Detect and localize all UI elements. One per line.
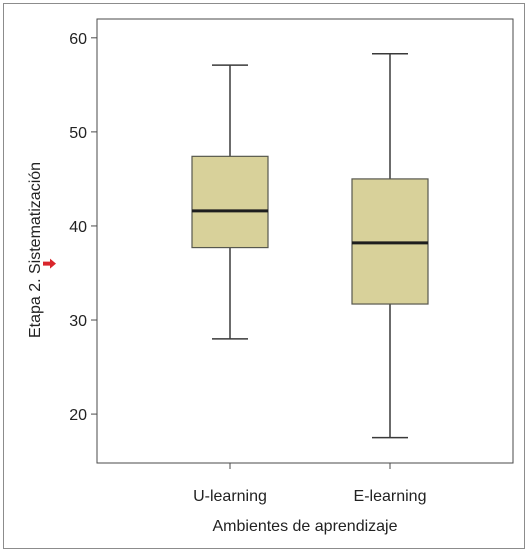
x-axis: U-learning E-learning — [193, 463, 426, 505]
y-tick-label: 40 — [69, 219, 87, 236]
y-tick-label: 30 — [69, 313, 87, 330]
iqr-box — [191, 155, 269, 249]
red-arrow-marker — [43, 258, 56, 269]
box-e-learning — [351, 53, 429, 439]
y-tick-label: 20 — [69, 407, 87, 424]
box-u-learning — [191, 64, 269, 340]
y-axis-title: Etapa 2. Sistematización — [27, 162, 44, 338]
annotations — [43, 258, 56, 269]
x-axis-title: Ambientes de aprendizaje — [212, 518, 397, 535]
x-tick-label: E-learning — [354, 488, 427, 505]
box-series — [191, 53, 429, 439]
plot-area — [96, 18, 514, 464]
y-axis: 20 30 40 50 60 — [69, 31, 97, 424]
y-tick-label: 60 — [69, 31, 87, 48]
y-tick-label: 50 — [69, 125, 87, 142]
x-tick-label: U-learning — [193, 488, 267, 505]
